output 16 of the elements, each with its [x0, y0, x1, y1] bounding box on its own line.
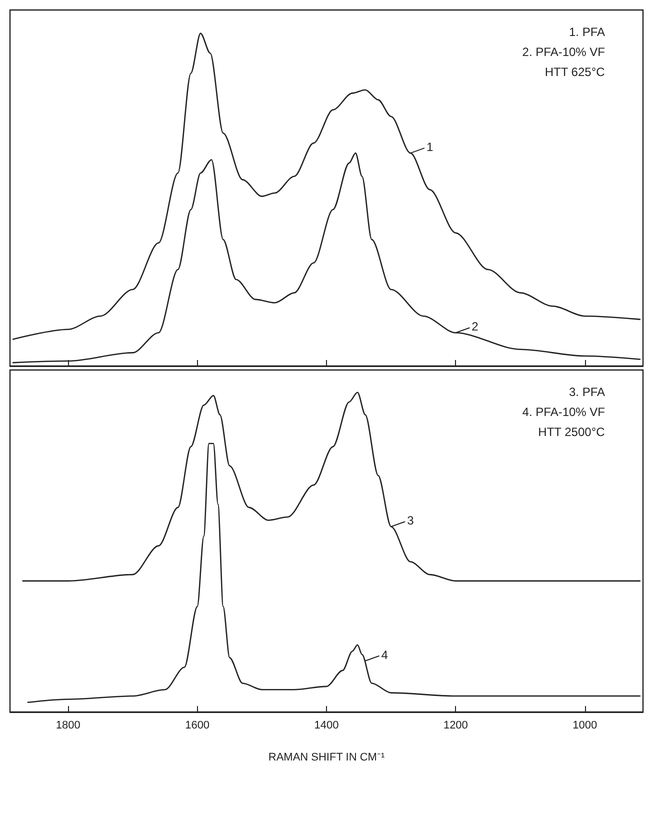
x-tick-label: 1400	[314, 720, 339, 732]
x-tick-label: 1800	[56, 720, 80, 732]
annotation: 4. PFA-10% VF	[522, 405, 606, 419]
x-tick-label: 1000	[572, 720, 598, 732]
annotation: 2. PFA-10% VF	[522, 45, 606, 59]
annotation: 1	[426, 140, 434, 154]
annotation: 4	[381, 648, 388, 662]
annotation: 3. PFA	[568, 385, 606, 399]
annotation: 2	[472, 320, 479, 334]
annotation: HTT 2500°C	[538, 425, 606, 439]
x-axis-title: RAMAN SHIFT IN CM⁻¹	[268, 752, 385, 764]
annotation: HTT 625°C	[544, 65, 606, 79]
x-tick-label: 1200	[443, 720, 468, 732]
x-tick-label: 1600	[185, 720, 210, 732]
annotation: 1. PFA	[568, 25, 606, 39]
annotation: 3	[407, 514, 414, 528]
